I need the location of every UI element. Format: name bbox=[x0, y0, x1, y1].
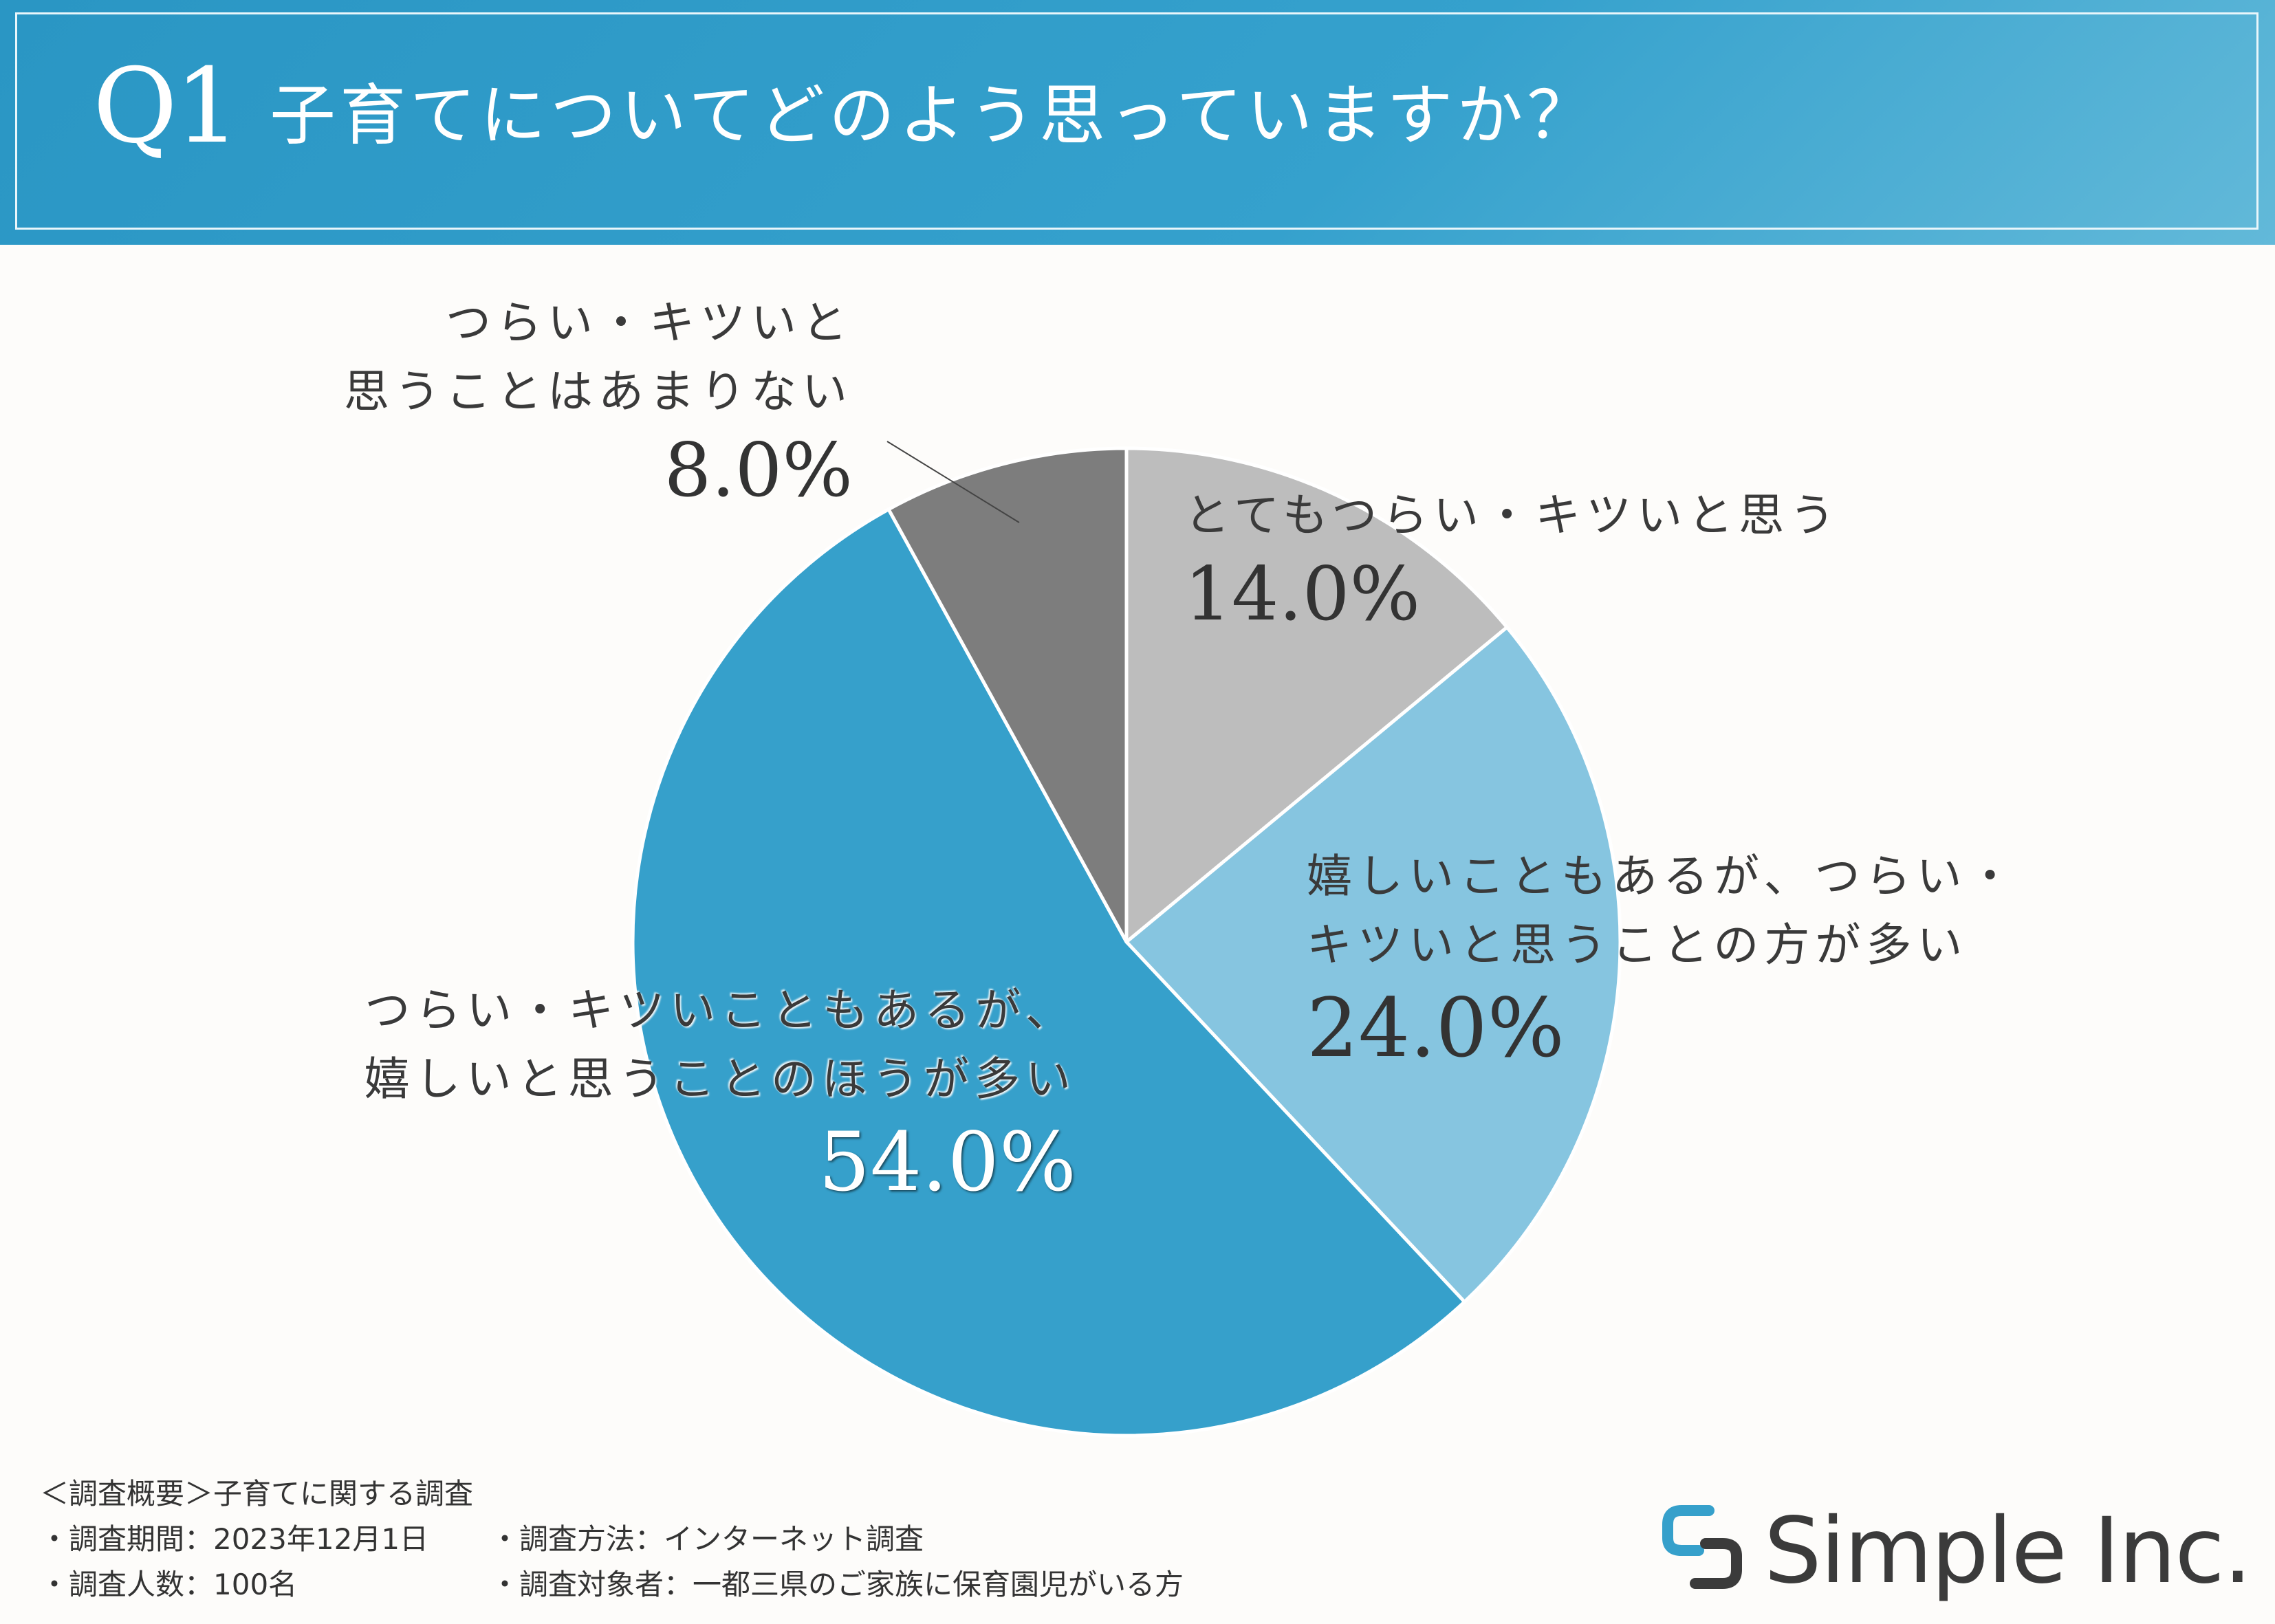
slice-label-line: 嬉しいこともあるが、つらい・ bbox=[1307, 850, 2018, 903]
slice-very-hard bbox=[1124, 446, 1509, 944]
slice-label-rarely: つらい・キツいと 思うことはあまりない 8.0% bbox=[323, 289, 853, 516]
slice-label-line: つらい・キツいこともあるが、 bbox=[364, 984, 1076, 1037]
survey-row: ・調査期間：2023年12月1日 ・調査方法：インターネット調査 bbox=[40, 1517, 924, 1562]
survey-row: ・調査人数：100名 ・調査対象者：一都三県のご家族に保育園児がいる方 bbox=[40, 1562, 1184, 1607]
logo-mark-icon bbox=[1662, 1505, 1742, 1589]
slice-label-mostly-happy: つらい・キツいこともあるが、 嬉しいと思うことのほうが多い 54.0% bbox=[261, 976, 1076, 1210]
slice-label-line: つらい・キツいと bbox=[446, 296, 853, 349]
slice-value-label: 14.0% bbox=[1184, 551, 1421, 637]
header-banner: Q1 子育てについてどのよう思っていますか？ bbox=[0, 0, 2275, 245]
survey-period: ・調査期間：2023年12月1日 bbox=[40, 1522, 429, 1556]
question-title: 子育てについてどのよう思っていますか？ bbox=[270, 77, 1598, 154]
slice-label-line: 思うことはあまりない bbox=[344, 365, 853, 418]
question-number: Q1 bbox=[93, 47, 240, 166]
slice-label-line: 嬉しいと思うことのほうが多い bbox=[364, 1053, 1076, 1106]
slice-label-mostly-hard: 嬉しいこともあるが、つらい・ キツいと思うことの方が多い 24.0% bbox=[1307, 842, 2018, 1076]
survey-target: ・調査対象者：一都三県のご家族に保育園児がいる方 bbox=[490, 1568, 1184, 1601]
slice-mostly-happy bbox=[631, 507, 1466, 1438]
logo-text: Simple Inc. bbox=[1764, 1498, 2252, 1604]
slice-value-label: 24.0% bbox=[1307, 980, 1565, 1075]
slice-label-line: とてもつらい・キツいと思う bbox=[1184, 489, 1841, 542]
survey-summary: ＜調査概要＞子育てに関する調査 bbox=[40, 1477, 474, 1511]
slice-mostly-hard bbox=[1124, 625, 1622, 1304]
slice-value-label: 8.0% bbox=[664, 428, 853, 514]
survey-footer: ＜調査概要＞子育てに関する調査 ・調査期間：2023年12月1日 ・調査方法：イ… bbox=[40, 1471, 1184, 1607]
survey-count: ・調査人数：100名 bbox=[40, 1568, 298, 1601]
survey-method: ・調査方法：インターネット調査 bbox=[490, 1522, 924, 1556]
slice-value-label: 54.0% bbox=[818, 1115, 1076, 1209]
leader-line bbox=[886, 441, 1020, 523]
header-frame bbox=[15, 12, 2258, 230]
slice-label-line: キツいと思うことの方が多い bbox=[1307, 919, 1968, 972]
slice-label-very-hard: とてもつらい・キツいと思う 14.0% bbox=[1184, 481, 1840, 639]
slice-rarely-hard bbox=[886, 446, 1129, 944]
